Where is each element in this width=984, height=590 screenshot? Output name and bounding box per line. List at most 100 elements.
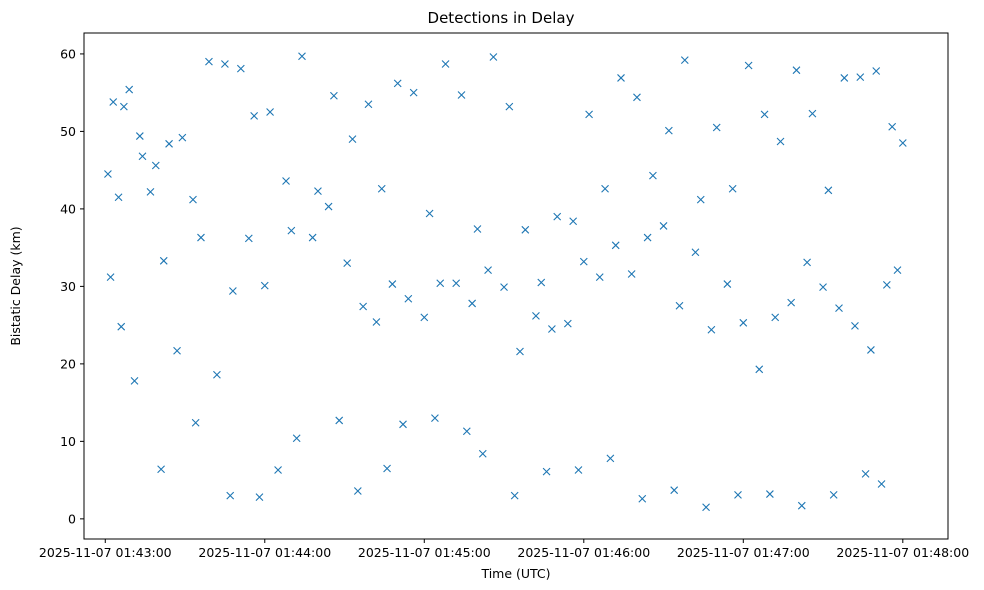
data-point	[130, 377, 139, 385]
data-point	[585, 110, 593, 119]
data-points	[104, 52, 907, 512]
x-tick-label: 2025-11-07 01:46:00	[517, 545, 650, 560]
data-point	[739, 318, 748, 327]
y-axis-label: Bistatic Delay (km)	[8, 226, 23, 345]
data-point	[135, 132, 144, 140]
data-point	[250, 112, 259, 120]
data-point	[521, 225, 530, 234]
data-point	[696, 195, 705, 204]
data-point	[399, 420, 407, 429]
data-point	[255, 493, 264, 502]
data-point	[221, 60, 229, 68]
data-point	[606, 454, 615, 463]
data-point	[117, 322, 126, 331]
data-point	[532, 311, 540, 320]
data-point	[744, 61, 753, 70]
data-point	[287, 226, 296, 235]
data-point	[734, 490, 742, 499]
data-point	[664, 126, 673, 135]
data-point	[383, 464, 391, 473]
data-point	[882, 280, 891, 289]
data-point	[601, 184, 609, 193]
data-point	[213, 370, 221, 379]
x-tick-label: 2025-11-07 01:47:00	[677, 545, 810, 560]
data-point	[165, 139, 173, 148]
data-point	[260, 281, 269, 290]
data-point	[189, 195, 197, 204]
data-point	[595, 273, 604, 281]
data-point	[364, 100, 373, 109]
x-tick-label: 2025-11-07 01:48:00	[836, 545, 969, 560]
data-point	[803, 258, 811, 267]
data-point	[787, 298, 796, 307]
data-point	[372, 318, 381, 326]
data-point	[377, 184, 386, 193]
data-point	[452, 279, 461, 288]
data-point	[649, 171, 657, 180]
data-point	[292, 434, 301, 443]
data-point	[468, 299, 477, 308]
data-point	[617, 74, 625, 82]
data-point	[173, 346, 181, 355]
data-point	[441, 60, 450, 68]
data-point	[146, 187, 155, 196]
data-point	[638, 494, 647, 503]
data-point	[627, 270, 636, 278]
data-point	[675, 301, 684, 310]
data-point	[457, 91, 466, 99]
data-point	[633, 93, 641, 102]
data-point	[670, 486, 679, 495]
data-point	[510, 491, 519, 500]
data-point	[393, 79, 402, 88]
data-point	[335, 416, 344, 425]
data-point	[888, 122, 897, 131]
data-point	[824, 186, 833, 195]
data-point	[348, 135, 357, 144]
x-axis-label: Time (UTC)	[480, 566, 550, 581]
data-point	[236, 64, 245, 73]
data-point	[388, 280, 397, 288]
data-point	[431, 414, 439, 423]
data-point	[851, 322, 859, 330]
data-point	[205, 57, 213, 66]
data-point	[643, 233, 652, 242]
data-point	[861, 470, 870, 478]
data-point	[579, 257, 588, 266]
data-point	[104, 170, 112, 178]
data-point	[659, 222, 668, 230]
data-point	[702, 503, 710, 512]
data-point	[835, 304, 843, 312]
data-point	[425, 209, 434, 218]
data-point	[226, 491, 235, 500]
data-point	[728, 184, 737, 193]
data-point	[125, 85, 134, 94]
data-point	[330, 91, 338, 100]
data-point	[282, 177, 290, 185]
data-point	[553, 212, 562, 221]
data-point	[314, 187, 322, 195]
x-tick-label: 2025-11-07 01:45:00	[358, 545, 491, 560]
data-point	[478, 449, 487, 458]
data-point	[680, 56, 689, 65]
data-point	[569, 217, 578, 226]
x-tick-label: 2025-11-07 01:43:00	[39, 545, 172, 560]
data-point	[119, 102, 128, 111]
data-point	[197, 233, 205, 242]
data-point	[542, 467, 551, 476]
data-point	[898, 139, 907, 147]
data-point	[244, 234, 253, 243]
data-point	[500, 283, 508, 292]
data-point	[537, 278, 546, 287]
data-point	[755, 365, 764, 374]
data-point	[266, 108, 274, 116]
data-point	[829, 490, 838, 499]
y-tick-label: 60	[60, 46, 76, 61]
data-point	[505, 102, 514, 111]
data-point	[420, 313, 429, 322]
data-point	[611, 241, 620, 250]
data-point	[867, 346, 875, 354]
y-tick-label: 50	[60, 124, 76, 139]
data-point	[760, 110, 769, 119]
